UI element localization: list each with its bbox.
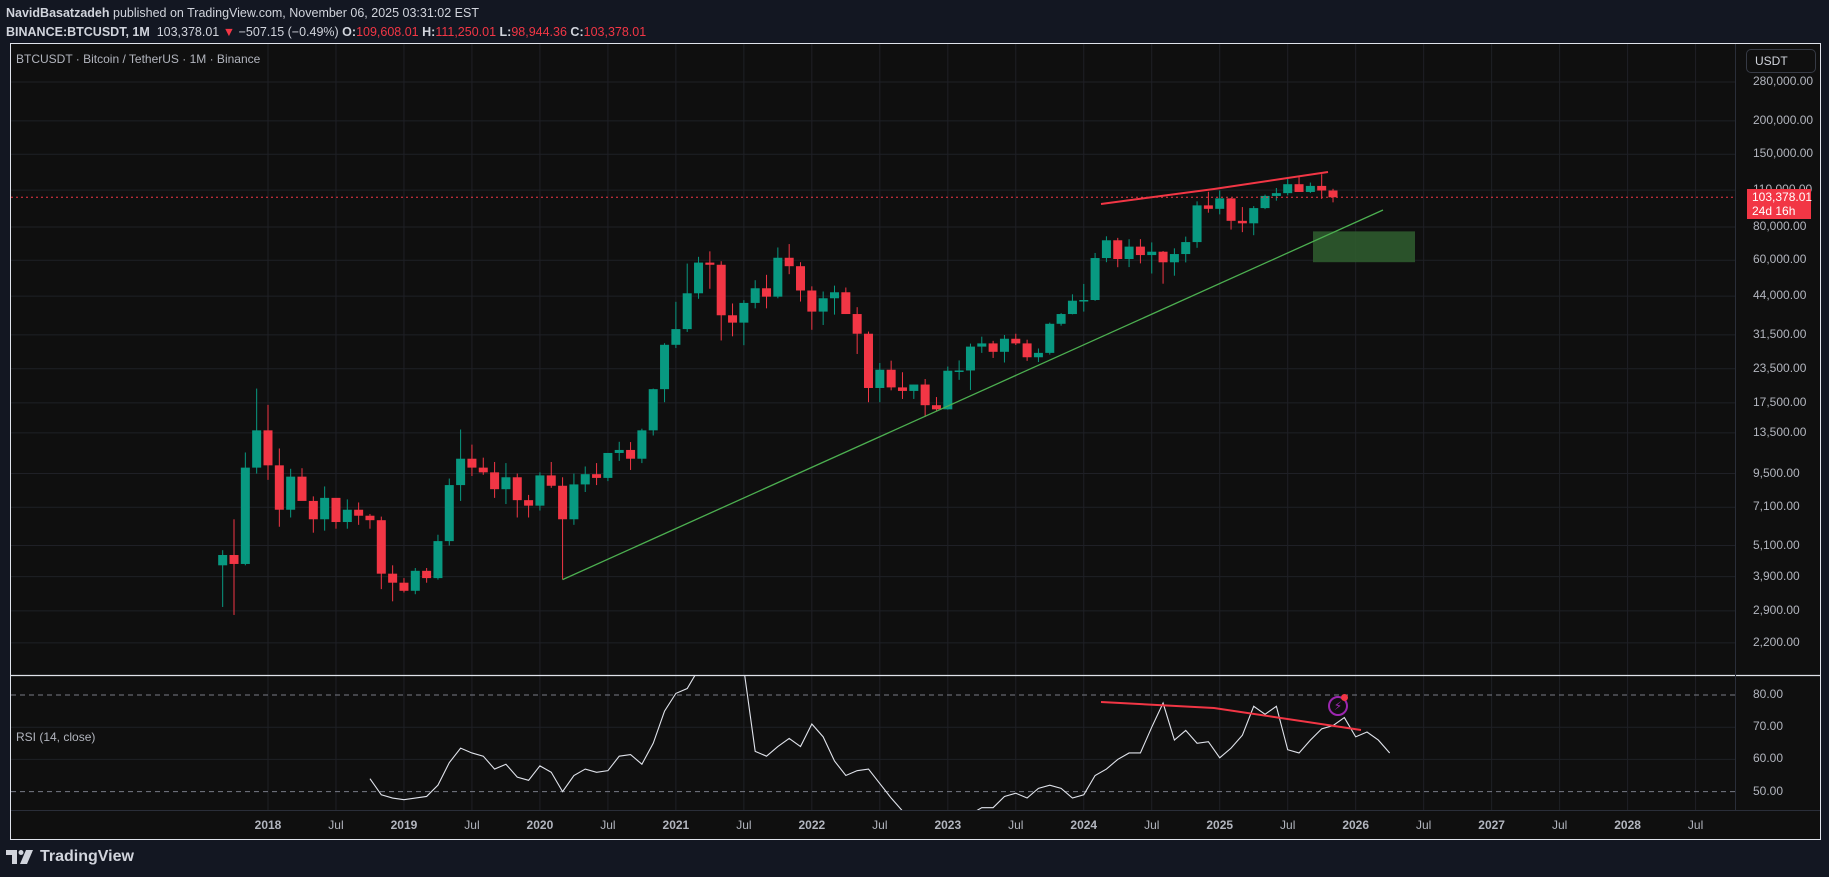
bar-countdown: 24d 16h: [1752, 204, 1796, 219]
time-axis-label: 2026: [1342, 818, 1370, 832]
symbol-interval: BINANCE:BTCUSDT, 1M: [6, 25, 150, 39]
time-axis-label: Jul: [600, 818, 616, 832]
low-label: L:: [499, 25, 512, 39]
time-axis-label: Jul: [1144, 818, 1160, 832]
time-axis-label: Jul: [872, 818, 888, 832]
high-value: 111,250.01: [435, 25, 497, 39]
author-name[interactable]: NavidBasatzadeh: [6, 6, 110, 20]
time-axis-label: 2023: [934, 818, 962, 832]
price-axis-label: 2,900.00: [1753, 602, 1800, 617]
price-axis-label: 2,200.00: [1753, 634, 1800, 649]
price-axis-label: 200,000.00: [1753, 112, 1814, 127]
price-axis-label: 23,500.00: [1753, 360, 1807, 375]
tradingview-logo-icon: [6, 850, 33, 864]
symbol-ohlc-line: BINANCE:BTCUSDT, 1M 103,378.01 ▼ −507.15…: [6, 23, 646, 42]
chart-frame[interactable]: BTCUSDT · Bitcoin / TetherUS · 1M · Bina…: [10, 43, 1821, 840]
time-axis-label: 2027: [1478, 818, 1505, 832]
notification-dot-icon: [1341, 694, 1348, 701]
price-axis-label: 60,000.00: [1753, 252, 1807, 267]
chart-canvas[interactable]: [11, 44, 1821, 840]
price-axis-label: 44,000.00: [1753, 288, 1807, 303]
time-axis-label: 2021: [662, 818, 690, 832]
publish-line: NavidBasatzadeh published on TradingView…: [6, 4, 646, 23]
rsi-axis-label: 50.00: [1753, 783, 1784, 798]
time-axis-label: Jul: [328, 818, 344, 832]
current-price-value: 103,378.01: [1752, 190, 1813, 205]
rsi-axis-label: 70.00: [1753, 719, 1784, 734]
currency-button[interactable]: USDT: [1746, 49, 1816, 73]
publish-header: NavidBasatzadeh published on TradingView…: [6, 4, 646, 42]
time-axis-label: 2022: [798, 818, 826, 832]
time-axis-label: Jul: [736, 818, 752, 832]
price-axis-label: 3,900.00: [1753, 568, 1800, 583]
time-axis-label: Jul: [464, 818, 480, 832]
rsi-axis-label: 80.00: [1753, 687, 1784, 701]
price-axis-label: 13,500.00: [1753, 424, 1807, 439]
price-change: −507.15 (−0.49%): [238, 25, 339, 39]
footer-brand[interactable]: TradingView: [6, 848, 134, 866]
time-axis-label: 2024: [1070, 818, 1098, 832]
price-axis-label: 31,500.00: [1753, 326, 1807, 341]
price-axis-label: 280,000.00: [1753, 73, 1814, 88]
open-value: 109,608.01: [356, 25, 419, 39]
time-axis-label: 2028: [1614, 818, 1641, 832]
lightning-icon[interactable]: ⚡: [1328, 696, 1348, 716]
time-axis-label: 2025: [1206, 818, 1234, 832]
close-value: 103,378.01: [583, 25, 647, 39]
rsi-axis-label: 60.00: [1753, 751, 1784, 766]
high-label: H:: [422, 25, 436, 39]
chart-title: BTCUSDT · Bitcoin / TetherUS · 1M · Bina…: [16, 52, 261, 66]
low-value: 98,944.36: [511, 25, 567, 39]
last-price: 103,378.01: [156, 25, 220, 39]
price-axis-label: 9,500.00: [1753, 465, 1800, 480]
published-text: published on TradingView.com, November 0…: [109, 6, 479, 20]
price-axis-label: 5,100.00: [1753, 537, 1800, 552]
brand-name: TradingView: [40, 848, 134, 865]
time-axis-label: Jul: [1551, 818, 1568, 832]
time-axis-label: Jul: [1280, 818, 1296, 832]
rsi-legend[interactable]: RSI (14, close): [15, 730, 97, 744]
down-arrow-icon: ▼: [222, 25, 236, 39]
price-axis-label: 17,500.00: [1753, 394, 1807, 409]
time-axis-label: 2019: [390, 818, 418, 832]
time-axis-label: Jul: [1008, 818, 1024, 832]
close-label: C:: [570, 25, 584, 39]
price-axis-label: 7,100.00: [1753, 499, 1800, 514]
price-axis-label: 150,000.00: [1753, 146, 1814, 161]
time-axis-label: 2020: [526, 818, 554, 832]
time-axis-label: 2018: [254, 818, 282, 832]
time-axis-label: Jul: [1687, 818, 1704, 832]
current-price-tag: 103,378.01 24d 16h: [1747, 189, 1813, 220]
price-axis-label: 80,000.00: [1753, 218, 1807, 233]
time-axis-label: Jul: [1415, 818, 1432, 832]
open-label: O:: [342, 25, 357, 39]
